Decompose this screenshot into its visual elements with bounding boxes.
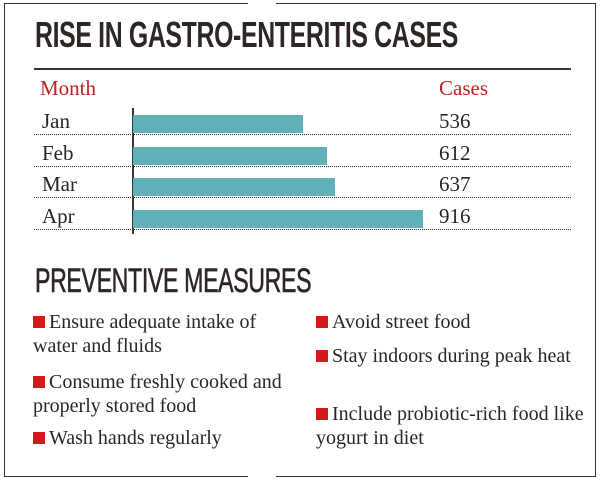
bullet-square-icon (33, 432, 45, 444)
month-header: Month (40, 76, 97, 100)
bullet-square-icon (316, 408, 328, 420)
bar-jan (133, 115, 303, 133)
measure-text: Include probiotic-rich food like yogurt … (316, 403, 584, 449)
bullet-square-icon (33, 316, 45, 328)
measures-title: PREVENTIVE MEASURES (35, 262, 312, 301)
value-label: 612 (439, 140, 471, 165)
bullet-square-icon (33, 376, 45, 388)
row-divider (34, 165, 571, 167)
measure-text: Stay indoors during peak heat (332, 345, 571, 367)
value-label: 637 (439, 172, 471, 196)
frame-gap-bottom (248, 474, 276, 480)
bar-mar (133, 178, 335, 196)
measure-text: Avoid street food (332, 311, 471, 333)
chart-title: RISE IN GASTRO-ENTERITIS CASES (35, 14, 459, 55)
measure-item: Avoid street food (316, 310, 586, 334)
bullet-square-icon (316, 350, 328, 362)
bar-feb (133, 146, 327, 165)
measure-item: Wash hands regularly (33, 426, 303, 450)
infographic-frame (4, 3, 596, 477)
value-label: 916 (439, 203, 471, 228)
measure-item: Stay indoors during peak heat (316, 344, 586, 368)
row-divider (34, 197, 571, 198)
cases-header: Cases (439, 76, 488, 100)
month-label: Mar (42, 172, 77, 196)
bar-apr (133, 209, 423, 228)
row-divider (34, 228, 571, 230)
measure-item: Include probiotic-rich food like yogurt … (316, 402, 586, 450)
title-rule (34, 68, 571, 70)
month-label: Jan (42, 109, 70, 133)
measure-text: Ensure adequate intake of water and flui… (33, 311, 257, 357)
bullet-square-icon (316, 316, 328, 328)
value-label: 536 (439, 109, 471, 133)
measure-item: Ensure adequate intake of water and flui… (33, 310, 303, 358)
measure-text: Consume freshly cooked and properly stor… (33, 371, 282, 417)
frame-gap-top (248, 0, 276, 6)
chart-axis (132, 108, 134, 234)
row-divider (34, 134, 571, 135)
month-label: Apr (42, 203, 75, 228)
month-label: Feb (42, 140, 74, 165)
measure-text: Wash hands regularly (49, 427, 222, 449)
measure-item: Consume freshly cooked and properly stor… (33, 370, 303, 418)
